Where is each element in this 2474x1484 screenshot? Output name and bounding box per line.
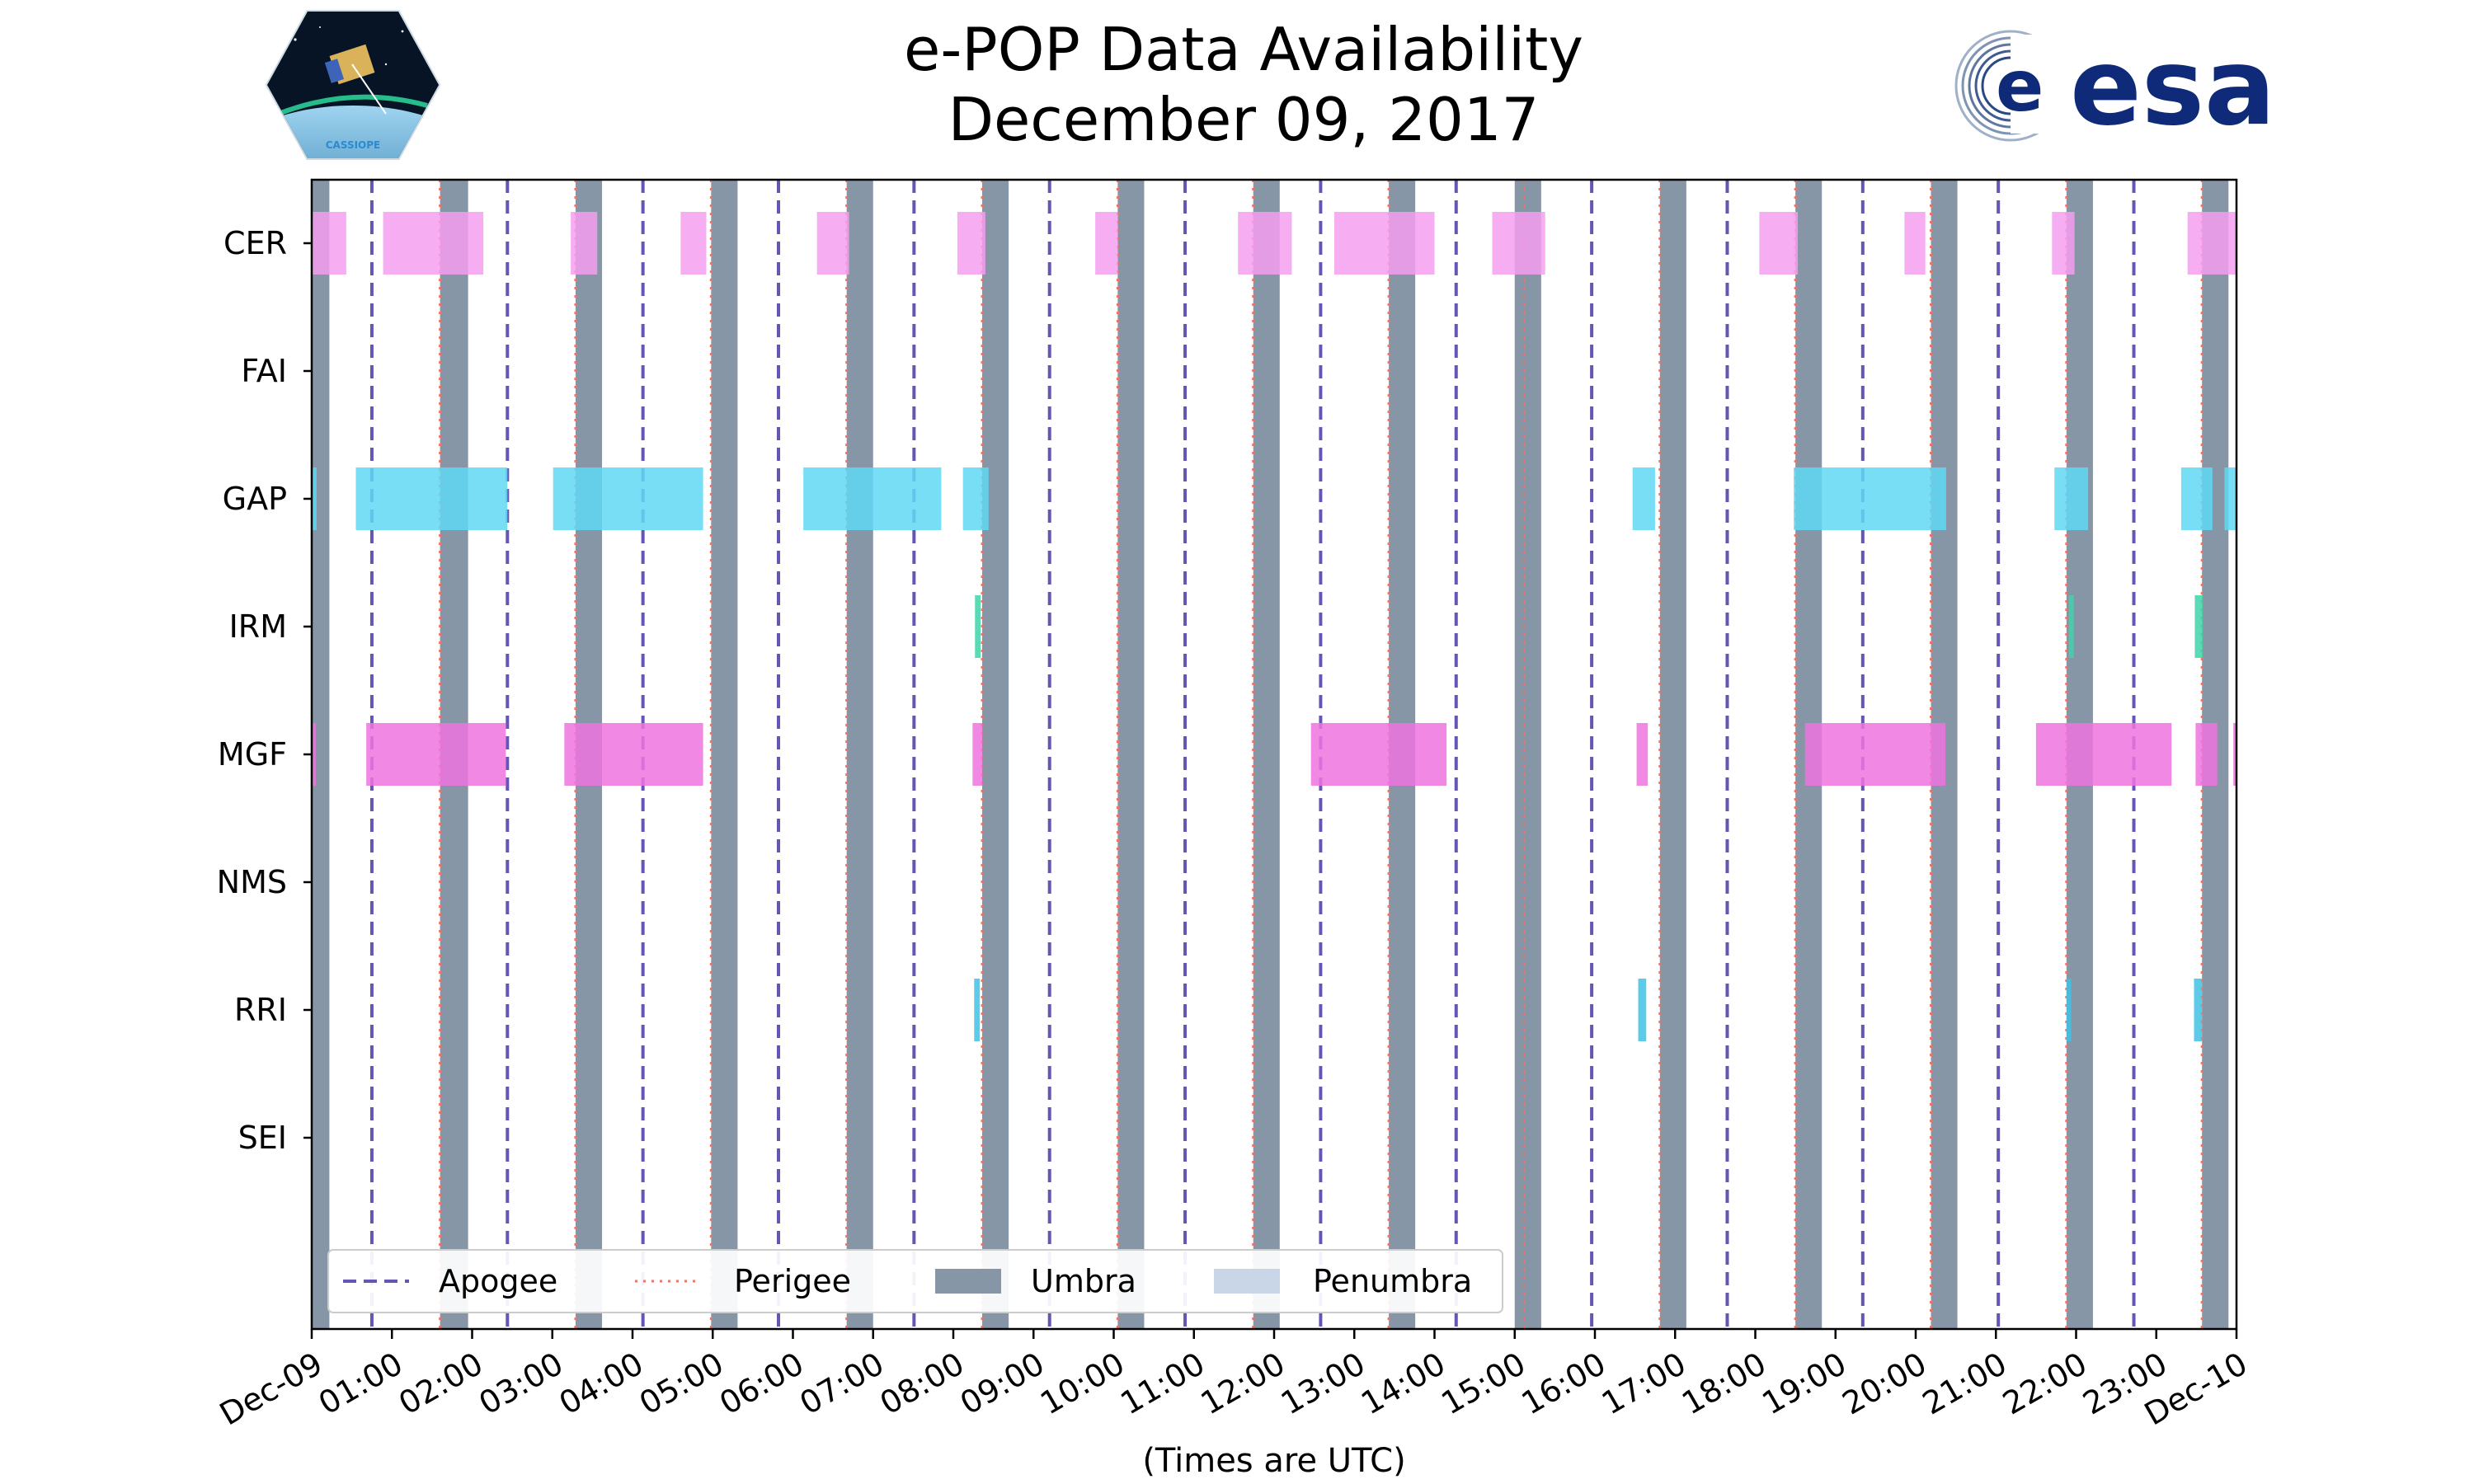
legend-label-apogee: Apogee xyxy=(439,1263,557,1299)
chart-title: e-POP Data Availability xyxy=(904,15,1583,84)
x-tick-label: 19:00 xyxy=(1756,1345,1852,1422)
x-tick-label: 21:00 xyxy=(1917,1345,2013,1422)
x-tick-label: 09:00 xyxy=(954,1345,1051,1422)
bar-mgf xyxy=(2195,723,2218,786)
bar-cer xyxy=(1333,212,1435,275)
bar-gap xyxy=(2180,467,2213,530)
cassiope-logo: CASSIOPE xyxy=(265,10,441,160)
esa-wordmark: esa xyxy=(2070,26,2275,142)
umbra-band xyxy=(982,180,1009,1329)
x-tick-label: 02:00 xyxy=(393,1345,489,1422)
bar-cer xyxy=(816,212,849,275)
x-tick-label: 01:00 xyxy=(313,1345,409,1422)
bar-cer xyxy=(1904,212,1926,275)
bar-cer xyxy=(2052,212,2075,275)
bar-cer xyxy=(1759,212,1799,275)
bar-mgf xyxy=(1804,723,1945,786)
bar-mgf xyxy=(1310,723,1447,786)
bar-rri xyxy=(2194,979,2203,1041)
x-tick-label: 03:00 xyxy=(473,1345,569,1422)
x-tick-label: Dec-09 xyxy=(214,1345,328,1433)
x-axis-label: (Times are UTC) xyxy=(1142,1442,1405,1480)
umbra-band xyxy=(846,180,873,1329)
bar-cer xyxy=(2187,212,2236,275)
bar-mgf xyxy=(972,723,983,786)
chart-subtitle: December 09, 2017 xyxy=(948,85,1540,154)
bar-irm xyxy=(2194,595,2204,658)
bar-gap xyxy=(312,467,317,530)
bar-cer xyxy=(1095,212,1118,275)
umbra-band xyxy=(711,180,738,1329)
bar-mgf xyxy=(2035,723,2172,786)
bar-cer xyxy=(571,212,598,275)
bar-cer xyxy=(1492,212,1545,275)
x-tick-label: 06:00 xyxy=(713,1345,810,1422)
legend-label-perigee: Perigee xyxy=(734,1263,851,1299)
umbra-band xyxy=(312,180,330,1329)
bar-rri xyxy=(2066,979,2072,1041)
bar-mgf xyxy=(2233,723,2237,786)
bar-irm xyxy=(2068,595,2074,658)
svg-text:e: e xyxy=(1996,45,2044,128)
bar-gap xyxy=(2054,467,2089,530)
x-tick-label: 05:00 xyxy=(633,1345,730,1422)
y-tick-label-gap: GAP xyxy=(223,481,287,517)
x-tick-label: 18:00 xyxy=(1676,1345,1772,1422)
y-tick-label-fai: FAI xyxy=(241,353,287,389)
bar-mgf xyxy=(312,723,316,786)
legend-box xyxy=(327,1249,1503,1313)
bar-rri xyxy=(1638,979,1647,1041)
x-tick-label: 14:00 xyxy=(1355,1345,1451,1422)
x-tick-label: 17:00 xyxy=(1596,1345,1692,1422)
bar-gap xyxy=(553,467,703,530)
x-tick-label: 16:00 xyxy=(1516,1345,1612,1422)
bar-cer xyxy=(680,212,707,275)
x-tick-label: 11:00 xyxy=(1114,1345,1211,1422)
x-tick-label: 12:00 xyxy=(1195,1345,1291,1422)
bar-cer xyxy=(957,212,985,275)
y-tick-label-nms: NMS xyxy=(217,864,287,900)
esa-swirl-icon: e xyxy=(1954,30,2077,142)
umbra-band xyxy=(1514,180,1541,1329)
bar-cer xyxy=(1238,212,1292,275)
cassiope-text: CASSIOPE xyxy=(326,139,381,151)
x-tick-label: 20:00 xyxy=(1837,1345,1933,1422)
bar-gap xyxy=(803,467,942,530)
y-tick-label-cer: CER xyxy=(223,225,287,261)
y-tick-label-rri: RRI xyxy=(234,992,287,1028)
bar-rri xyxy=(974,979,981,1041)
bar-gap xyxy=(355,467,508,530)
umbra-band xyxy=(1253,180,1280,1329)
y-tick-label-mgf: MGF xyxy=(218,736,287,773)
bar-irm xyxy=(975,595,981,658)
x-tick-label: 07:00 xyxy=(793,1345,890,1422)
y-tick-label-sei: SEI xyxy=(238,1120,287,1156)
x-tick-label: 13:00 xyxy=(1275,1345,1371,1422)
bar-cer xyxy=(383,212,484,275)
bar-mgf xyxy=(1636,723,1649,786)
bar-gap xyxy=(1794,467,1946,530)
y-tick-label-irm: IRM xyxy=(229,608,287,645)
bar-cer xyxy=(312,212,346,275)
bar-gap xyxy=(2224,467,2236,530)
bar-gap xyxy=(1632,467,1655,530)
legend-label-penumbra: Penumbra xyxy=(1313,1263,1472,1299)
umbra-band xyxy=(1117,180,1145,1329)
x-tick-label: 08:00 xyxy=(874,1345,971,1422)
legend-swatch-penumbra xyxy=(1214,1269,1280,1294)
x-tick-label: 22:00 xyxy=(1997,1345,2093,1422)
x-tick-label: 04:00 xyxy=(553,1345,650,1422)
bar-mgf xyxy=(366,723,506,786)
legend-label-umbra: Umbra xyxy=(1031,1263,1136,1299)
umbra-band xyxy=(1659,180,1686,1329)
x-tick-label: 15:00 xyxy=(1435,1345,1531,1422)
legend-swatch-umbra xyxy=(935,1269,1001,1294)
bar-gap xyxy=(962,467,989,530)
esa-logo: e esa xyxy=(1954,26,2275,142)
bar-mgf xyxy=(564,723,703,786)
x-tick-label: 10:00 xyxy=(1034,1345,1131,1422)
